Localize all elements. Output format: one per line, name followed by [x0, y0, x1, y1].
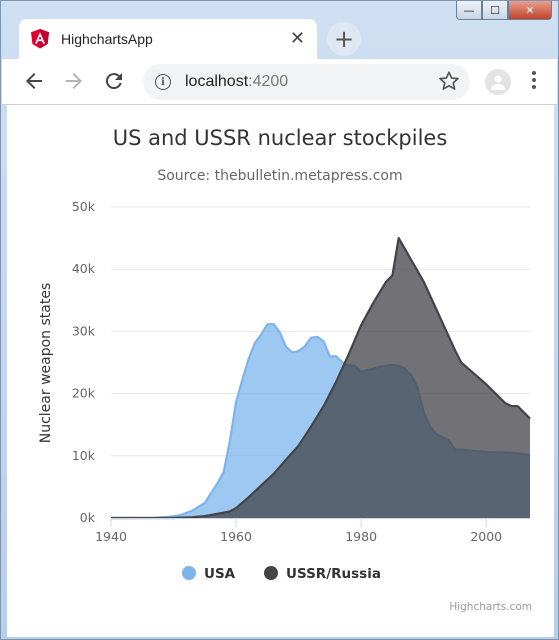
y-tick-label: 0k [80, 510, 96, 525]
x-tick-label: 1980 [345, 529, 377, 544]
credits-link[interactable]: Highcharts.com [449, 601, 532, 613]
maximize-icon: ☐ [490, 3, 500, 17]
angular-icon [31, 29, 49, 49]
legend-item[interactable]: USSR/Russia [264, 566, 381, 582]
legend-label: USSR/Russia [286, 566, 381, 582]
person-icon [491, 75, 505, 90]
y-axis-title: Nuclear weapon states [38, 283, 54, 444]
legend-item[interactable]: USA [182, 566, 236, 582]
series-line[interactable] [111, 237, 531, 520]
page-content: 1940 1960 1980 2000 0k 10k 20k 30k 40k 50k US an… [7, 105, 554, 637]
bookmark-star-icon[interactable] [438, 70, 460, 92]
x-tick-label: 2000 [470, 529, 502, 544]
address-bar[interactable]: i localhost:4200 [143, 64, 470, 100]
forward-arrow-icon[interactable] [62, 69, 86, 93]
y-tick-label: 50k [72, 199, 96, 214]
x-tick-label: 1940 [95, 529, 127, 544]
legend-symbol [182, 566, 196, 580]
chart-subtitle: Source: thebulletin.metapress.com [157, 168, 402, 184]
window-controls: — ☐ ✕ [456, 1, 552, 23]
series-areas [110, 237, 531, 520]
browser-tab[interactable]: HighchartsApp ✕ [19, 19, 317, 59]
close-icon: ✕ [525, 3, 535, 17]
info-icon[interactable]: i [155, 74, 171, 90]
y-tick-label: 20k [72, 386, 96, 401]
legend-label: USA [204, 566, 236, 582]
new-tab-button[interactable]: + [327, 22, 361, 56]
y-tick-label: 30k [72, 323, 96, 338]
kebab-menu-icon[interactable] [531, 70, 537, 90]
profile-avatar-icon[interactable] [485, 69, 511, 95]
legend: USA USSR/Russia [182, 566, 381, 582]
y-tick-label: 10k [72, 448, 96, 463]
plus-icon: + [333, 25, 355, 53]
y-tick-label: 40k [72, 261, 96, 276]
reload-icon[interactable] [102, 69, 126, 93]
x-axis: 1940 1960 1980 2000 [95, 518, 530, 544]
tab-close-icon[interactable]: ✕ [289, 28, 305, 49]
url-text: localhost:4200 [185, 73, 288, 91]
legend-symbol [264, 566, 278, 580]
close-window-button[interactable]: ✕ [508, 1, 552, 20]
chart-title: US and USSR nuclear stockpiles [113, 126, 448, 150]
minimize-button[interactable]: — [456, 1, 482, 20]
url-host: localhost [185, 73, 249, 90]
back-arrow-icon[interactable] [22, 69, 46, 93]
url-port: :4200 [248, 73, 289, 90]
x-tick-label: 1960 [220, 529, 252, 544]
tab-title: HighchartsApp [61, 31, 153, 47]
browser-toolbar: i localhost:4200 [2, 59, 557, 105]
series-area[interactable] [111, 238, 530, 518]
y-axis: 0k 10k 20k 30k 40k 50k [72, 199, 96, 525]
maximize-button[interactable]: ☐ [482, 1, 508, 20]
minimize-icon: — [463, 3, 475, 17]
stockpile-chart: 1940 1960 1980 2000 0k 10k 20k 30k 40k 50k US an… [38, 126, 532, 613]
